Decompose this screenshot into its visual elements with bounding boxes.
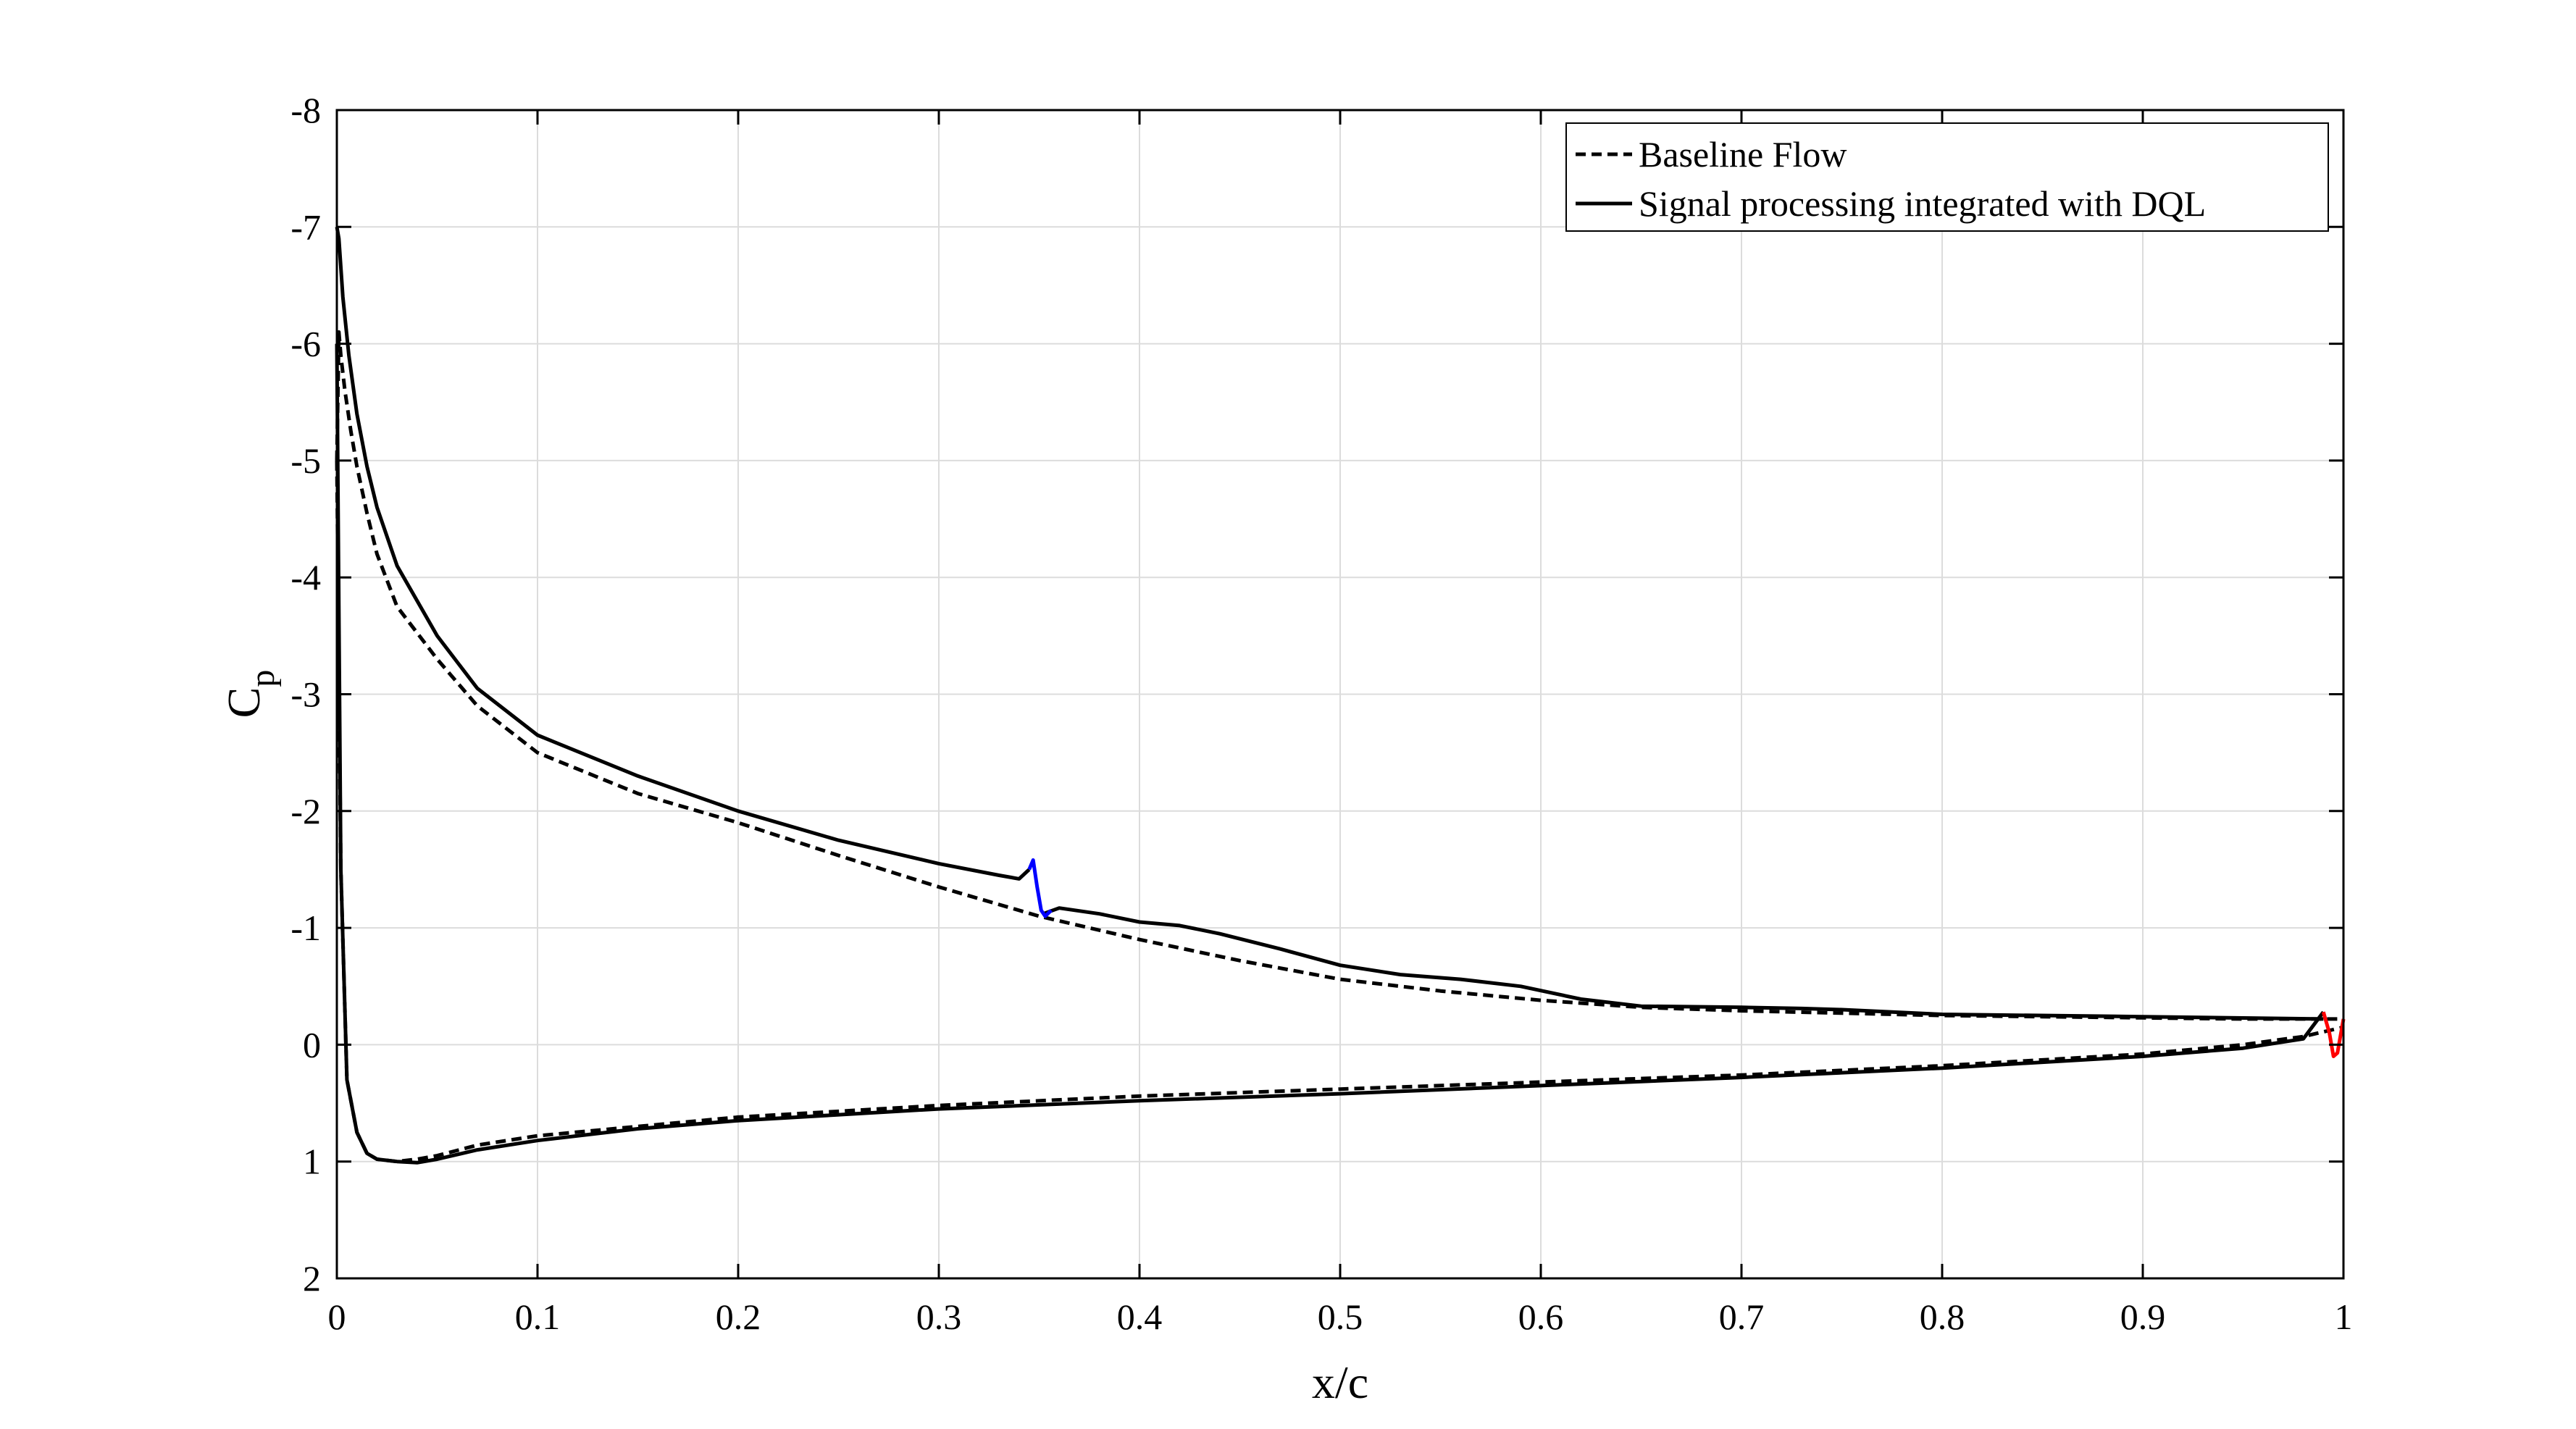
series-dql-lower xyxy=(335,343,2325,1165)
series-dql-upper xyxy=(335,226,1031,881)
y-tick-label: -8 xyxy=(290,90,321,130)
trailing-edge-highlight-red xyxy=(2321,1011,2346,1058)
x-tick-label: 0.8 xyxy=(1920,1296,1965,1337)
y-tick-label: -6 xyxy=(290,324,321,364)
legend-box xyxy=(1565,122,2329,232)
x-tick-label: 0 xyxy=(328,1296,346,1337)
x-axis-label: x/c xyxy=(1312,1357,1368,1408)
legend: Baseline Flow Signal processing integrat… xyxy=(1565,122,2329,232)
y-tick-label: 2 xyxy=(303,1258,321,1299)
x-tick-label: 0.9 xyxy=(2120,1296,2166,1337)
y-axis-label-sub: p xyxy=(243,670,282,687)
y-tick-label: -4 xyxy=(290,557,321,598)
curves xyxy=(335,226,2346,1165)
x-tick-label: 0.7 xyxy=(1719,1296,1765,1337)
x-tick-label: 0.3 xyxy=(916,1296,962,1337)
x-tick-label: 0.5 xyxy=(1318,1296,1363,1337)
shock-highlight-blue xyxy=(1027,858,1053,918)
ticks: 0 0.1 0.2 0.3 0.4 0.5 0.6 0.7 0.8 0.9 1 -8 -7 -6 -5 -4 -… xyxy=(290,90,2352,1337)
legend-label-dql: Signal processing integrated with DQL xyxy=(1639,183,2206,224)
legend-label-baseline: Baseline Flow xyxy=(1639,134,1847,175)
y-tick-label: -1 xyxy=(290,908,321,948)
y-tick-label: -3 xyxy=(290,674,321,715)
series-dql-upper-after-shock xyxy=(1042,906,2324,1021)
x-tick-label: 1 xyxy=(2335,1296,2353,1337)
y-tick-label: 0 xyxy=(303,1024,321,1065)
y-tick-label: -7 xyxy=(290,206,321,247)
x-tick-label: 0.4 xyxy=(1117,1296,1163,1337)
x-tick-label: 0.2 xyxy=(716,1296,761,1337)
y-tick-label: -2 xyxy=(290,791,321,831)
y-tick-label: -5 xyxy=(290,440,321,481)
series-baseline-upper xyxy=(335,330,2343,1021)
y-tick-label: 1 xyxy=(303,1141,321,1182)
y-axis-label-c: C xyxy=(218,687,269,718)
x-tick-label: 0.6 xyxy=(1518,1296,1564,1337)
y-axis-label: Cp xyxy=(218,670,282,718)
x-tick-label: 0.1 xyxy=(515,1296,561,1337)
